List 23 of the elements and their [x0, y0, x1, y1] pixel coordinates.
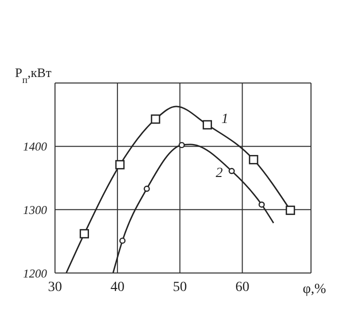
y-axis-title: P$_{п}$,кВт: [15, 65, 52, 86]
point: [178, 142, 185, 148]
point: [80, 229, 89, 238]
x-tick-label: 60: [235, 280, 250, 295]
x-tick-label: 30: [48, 280, 62, 295]
point: [286, 206, 296, 215]
x-axis-title: φ,%: [302, 282, 326, 297]
line-series: [112, 144, 274, 273]
point: [150, 114, 160, 124]
y-tick-label: 1400: [23, 140, 47, 154]
series-label: 2: [216, 166, 223, 182]
point: [202, 120, 212, 130]
y-tick-label: 1300: [23, 202, 47, 217]
point: [228, 168, 235, 174]
y-tick-label: 1200: [23, 266, 47, 280]
x-tick-label: 40: [110, 280, 124, 295]
point: [248, 154, 258, 164]
point: [115, 160, 125, 170]
point: [144, 186, 150, 192]
series-label: 1: [221, 112, 228, 127]
point: [119, 238, 126, 244]
x-tick-label: 50: [172, 280, 187, 295]
point: [258, 202, 265, 208]
